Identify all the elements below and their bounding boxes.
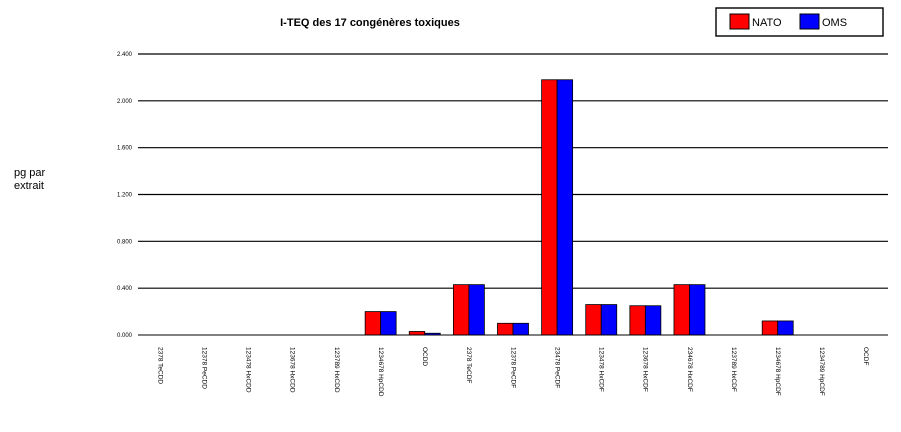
x-tick-label: 12378 PeCDF <box>509 347 516 388</box>
bar-nato <box>761 320 779 336</box>
bar-nato <box>452 284 470 336</box>
x-tick-label: 123678 HxCDD <box>289 347 296 393</box>
x-tick-label: 1234678 HpCDF <box>774 347 781 396</box>
bar-oms <box>689 284 706 336</box>
bar-nato <box>497 322 514 336</box>
y-tick-label: 1.200 <box>117 193 133 199</box>
y-tick-label: 1.600 <box>117 146 133 152</box>
legend-swatch-nato <box>729 13 750 30</box>
y-tick-label: 0.000 <box>117 333 133 339</box>
x-tick-label: 2378 TeCDF <box>465 347 472 383</box>
x-tick-labels: 2378 TeCDD 12378 PeCDD 123478 HxCDD 123678 … <box>156 347 869 397</box>
chart-title: I-TEQ des 17 congénères toxiques <box>280 17 460 29</box>
bar-oms <box>512 322 529 336</box>
bar-nato <box>673 284 690 336</box>
x-tick-label: 12378 PeCDD <box>200 347 207 389</box>
gridlines <box>138 53 888 289</box>
x-tick-label: 123789 HxCDF <box>730 347 737 392</box>
bar-oms <box>600 304 618 336</box>
bar-nato <box>408 331 426 336</box>
legend: NATO OMS <box>715 7 884 37</box>
y-tick-label: 0.400 <box>117 286 133 292</box>
bars <box>364 79 794 336</box>
y-tick-label: 2.000 <box>117 99 133 105</box>
legend-swatch-oms <box>799 13 820 30</box>
bar-nato <box>629 305 646 336</box>
bar-oms <box>468 284 485 336</box>
bar-oms <box>644 305 662 336</box>
bar-oms <box>380 311 397 336</box>
x-tick-label: 1234789 HpCDF <box>818 347 825 396</box>
x-tick-label: 234678 HxCDF <box>686 347 693 392</box>
bar-nato <box>364 311 382 336</box>
legend-label-oms: OMS <box>822 17 847 29</box>
x-tick-label: 2378 TeCDD <box>156 347 163 384</box>
legend-label-nato: NATO <box>752 17 782 29</box>
bar-oms <box>777 320 794 336</box>
bar-oms <box>556 79 574 336</box>
x-tick-label: 123478 HxCDD <box>245 347 252 393</box>
x-tick-label: OCDF <box>862 347 869 365</box>
y-tick-label: 2.400 <box>117 52 133 58</box>
y-tick-labels: 0.000 0.400 0.800 1.200 1.600 2.000 2.400 <box>117 52 133 339</box>
y-axis-label-line-1: pg par <box>14 167 46 179</box>
x-tick-label: 123478 HxCDF <box>598 347 605 392</box>
y-tick-label: 0.800 <box>117 239 133 245</box>
x-tick-label: 23478 PeCDF <box>553 347 560 388</box>
x-tick-label: OCDD <box>421 347 428 366</box>
x-tick-label: 123678 HxCDF <box>642 347 649 392</box>
bar-nato <box>541 79 558 336</box>
x-tick-label: 1234678 HpCDD <box>377 347 384 397</box>
x-tick-label: 123789 HxCDD <box>333 347 340 393</box>
y-axis-label-line-2: extrait <box>14 180 44 192</box>
bar-nato <box>585 304 602 336</box>
